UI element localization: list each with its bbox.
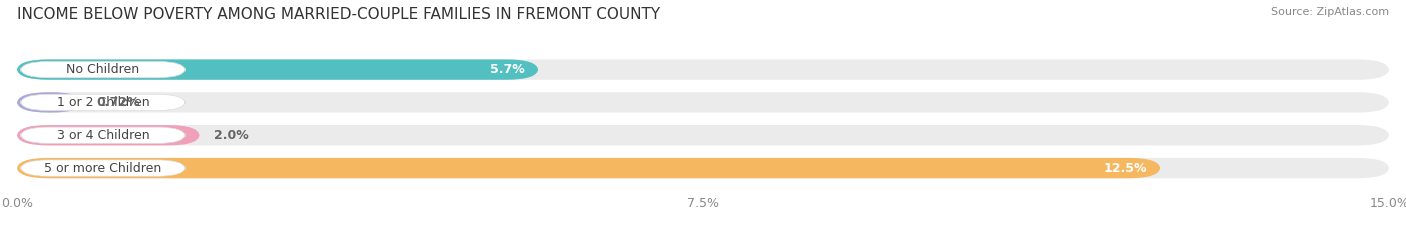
- Text: 1 or 2 Children: 1 or 2 Children: [56, 96, 149, 109]
- FancyBboxPatch shape: [17, 92, 1389, 113]
- FancyBboxPatch shape: [17, 158, 1160, 178]
- FancyBboxPatch shape: [17, 158, 1389, 178]
- FancyBboxPatch shape: [17, 59, 538, 80]
- Text: Source: ZipAtlas.com: Source: ZipAtlas.com: [1271, 7, 1389, 17]
- FancyBboxPatch shape: [17, 125, 1389, 145]
- FancyBboxPatch shape: [21, 62, 186, 78]
- FancyBboxPatch shape: [17, 125, 200, 145]
- FancyBboxPatch shape: [17, 92, 83, 113]
- Text: INCOME BELOW POVERTY AMONG MARRIED-COUPLE FAMILIES IN FREMONT COUNTY: INCOME BELOW POVERTY AMONG MARRIED-COUPL…: [17, 7, 659, 22]
- Text: 12.5%: 12.5%: [1104, 161, 1147, 175]
- FancyBboxPatch shape: [21, 94, 186, 110]
- FancyBboxPatch shape: [21, 127, 186, 143]
- Text: 5.7%: 5.7%: [489, 63, 524, 76]
- FancyBboxPatch shape: [17, 59, 1389, 80]
- Text: 2.0%: 2.0%: [214, 129, 249, 142]
- Text: 0.72%: 0.72%: [97, 96, 141, 109]
- FancyBboxPatch shape: [21, 160, 186, 176]
- Text: No Children: No Children: [66, 63, 139, 76]
- Text: 5 or more Children: 5 or more Children: [44, 161, 162, 175]
- Text: 3 or 4 Children: 3 or 4 Children: [56, 129, 149, 142]
